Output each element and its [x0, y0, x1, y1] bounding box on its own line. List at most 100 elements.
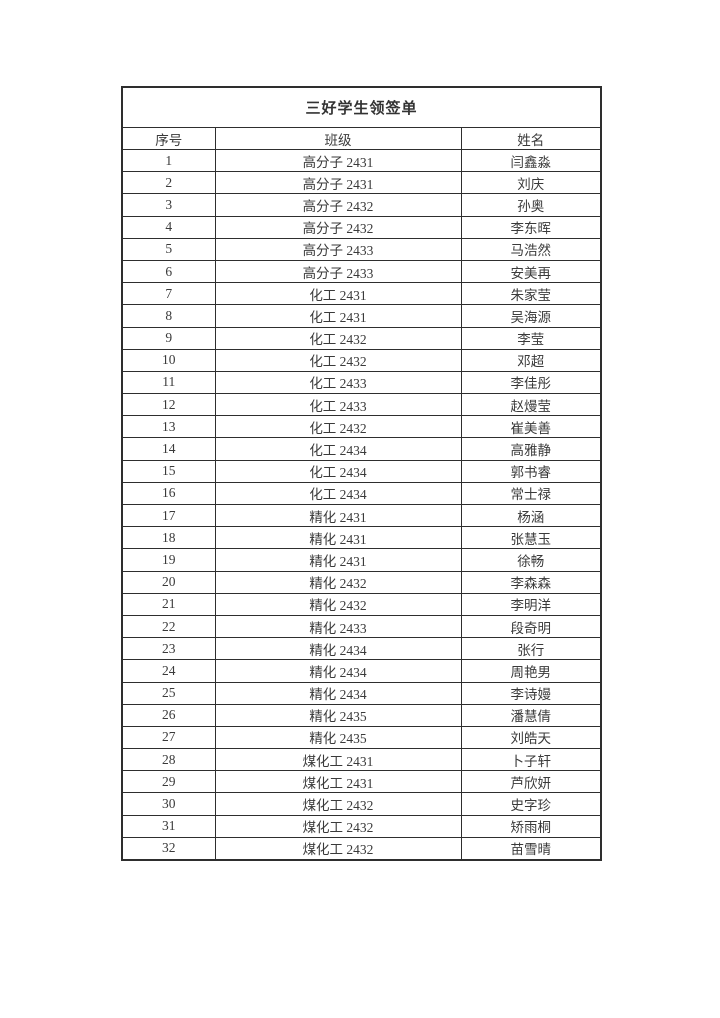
table-row: 12 化工 2433 赵熳莹	[121, 393, 602, 417]
table-row: 11 化工 2433 李佳彤	[121, 370, 602, 395]
table-row: 15 化工 2434 郭书睿	[121, 459, 602, 483]
cell-class: 煤化工 2432	[214, 836, 462, 861]
cell-index: 30	[121, 792, 216, 816]
table-row: 19 精化 2431 徐畅	[121, 548, 602, 572]
cell-name: 张慧玉	[460, 526, 602, 550]
cell-index: 7	[121, 282, 216, 306]
sign-list-table-container: 三好学生领签单 序号 班级 姓名 1 高分子 2431 闫鑫淼 2 高分子 2431 刘庆…	[121, 86, 603, 861]
table-header-row: 序号 班级 姓名	[121, 127, 602, 150]
cell-name: 刘庆	[460, 171, 602, 195]
cell-name: 李明洋	[460, 592, 602, 616]
table-row: 3 高分子 2432 孙奥	[121, 193, 602, 217]
cell-index: 27	[121, 725, 216, 750]
cell-index: 8	[121, 304, 216, 328]
cell-name: 卜子轩	[460, 748, 602, 772]
cell-class: 化工 2433	[214, 393, 462, 417]
table-row: 16 化工 2434 常士禄	[121, 481, 602, 506]
cell-class: 化工 2431	[214, 282, 462, 306]
table-row: 6 高分子 2433 安美再	[121, 259, 602, 284]
cell-index: 2	[121, 171, 216, 195]
cell-name: 李莹	[460, 326, 602, 350]
cell-name: 崔美善	[460, 415, 602, 439]
cell-name: 矫雨桐	[460, 814, 602, 838]
cell-class: 高分子 2433	[214, 237, 462, 261]
cell-class: 化工 2434	[214, 437, 462, 461]
cell-index: 11	[121, 370, 216, 395]
cell-name: 苗雪晴	[460, 836, 602, 861]
cell-index: 17	[121, 503, 216, 528]
cell-index: 25	[121, 681, 216, 705]
cell-class: 精化 2431	[214, 548, 462, 572]
cell-index: 19	[121, 548, 216, 572]
cell-index: 18	[121, 526, 216, 550]
table-row: 4 高分子 2432 李东晖	[121, 215, 602, 239]
table-row: 24 精化 2434 周艳男	[121, 659, 602, 683]
cell-name: 潘慧倩	[460, 703, 602, 727]
table-row: 18 精化 2431 张慧玉	[121, 526, 602, 550]
cell-name: 杨涵	[460, 503, 602, 528]
cell-class: 精化 2431	[214, 503, 462, 528]
cell-class: 精化 2433	[214, 614, 462, 639]
cell-index: 12	[121, 393, 216, 417]
page-title: 三好学生领签单	[121, 86, 602, 128]
cell-class: 高分子 2431	[214, 171, 462, 195]
cell-name: 马浩然	[460, 237, 602, 261]
sign-list-table: 三好学生领签单 序号 班级 姓名 1 高分子 2431 闫鑫淼 2 高分子 2431 刘庆…	[121, 86, 603, 861]
cell-class: 煤化工 2431	[214, 748, 462, 772]
table-row: 23 精化 2434 张行	[121, 637, 602, 661]
table-row: 20 精化 2432 李森森	[121, 570, 602, 594]
table-row: 14 化工 2434 高雅静	[121, 437, 602, 461]
table-row: 31 煤化工 2432 矫雨桐	[121, 814, 602, 838]
table-row: 25 精化 2434 李诗嫚	[121, 681, 602, 705]
cell-index: 4	[121, 215, 216, 239]
column-header-index: 序号	[121, 127, 216, 150]
cell-class: 精化 2435	[214, 725, 462, 750]
cell-class: 化工 2434	[214, 459, 462, 483]
cell-class: 化工 2433	[214, 370, 462, 395]
cell-class: 化工 2434	[214, 481, 462, 506]
table-row: 21 精化 2432 李明洋	[121, 592, 602, 616]
cell-class: 煤化工 2431	[214, 770, 462, 794]
cell-index: 9	[121, 326, 216, 350]
cell-class: 高分子 2432	[214, 193, 462, 217]
table-row: 29 煤化工 2431 芦欣妍	[121, 770, 602, 794]
table-row: 1 高分子 2431 闫鑫淼	[121, 148, 602, 173]
cell-class: 煤化工 2432	[214, 814, 462, 838]
cell-index: 16	[121, 481, 216, 506]
cell-class: 化工 2432	[214, 415, 462, 439]
cell-class: 高分子 2431	[214, 148, 462, 173]
cell-index: 21	[121, 592, 216, 616]
table-row: 30 煤化工 2432 史字珍	[121, 792, 602, 816]
cell-name: 邓超	[460, 348, 602, 372]
cell-name: 周艳男	[460, 659, 602, 683]
cell-index: 29	[121, 770, 216, 794]
cell-index: 5	[121, 237, 216, 261]
cell-name: 李森森	[460, 570, 602, 594]
table-row: 32 煤化工 2432 苗雪晴	[121, 836, 602, 861]
cell-class: 精化 2434	[214, 637, 462, 661]
cell-index: 32	[121, 836, 216, 861]
cell-class: 煤化工 2432	[214, 792, 462, 816]
cell-class: 化工 2432	[214, 326, 462, 350]
cell-name: 郭书睿	[460, 459, 602, 483]
cell-index: 24	[121, 659, 216, 683]
table-row: 28 煤化工 2431 卜子轩	[121, 748, 602, 772]
cell-class: 精化 2435	[214, 703, 462, 727]
cell-name: 高雅静	[460, 437, 602, 461]
table-row: 2 高分子 2431 刘庆	[121, 171, 602, 195]
table-row: 10 化工 2432 邓超	[121, 348, 602, 372]
cell-index: 13	[121, 415, 216, 439]
cell-index: 26	[121, 703, 216, 727]
cell-name: 李佳彤	[460, 370, 602, 395]
cell-index: 28	[121, 748, 216, 772]
cell-name: 芦欣妍	[460, 770, 602, 794]
cell-index: 20	[121, 570, 216, 594]
table-row: 9 化工 2432 李莹	[121, 326, 602, 350]
cell-class: 精化 2431	[214, 526, 462, 550]
table-row: 22 精化 2433 段奇明	[121, 614, 602, 639]
cell-index: 15	[121, 459, 216, 483]
table-row: 17 精化 2431 杨涵	[121, 503, 602, 528]
cell-class: 精化 2432	[214, 592, 462, 616]
cell-name: 张行	[460, 637, 602, 661]
